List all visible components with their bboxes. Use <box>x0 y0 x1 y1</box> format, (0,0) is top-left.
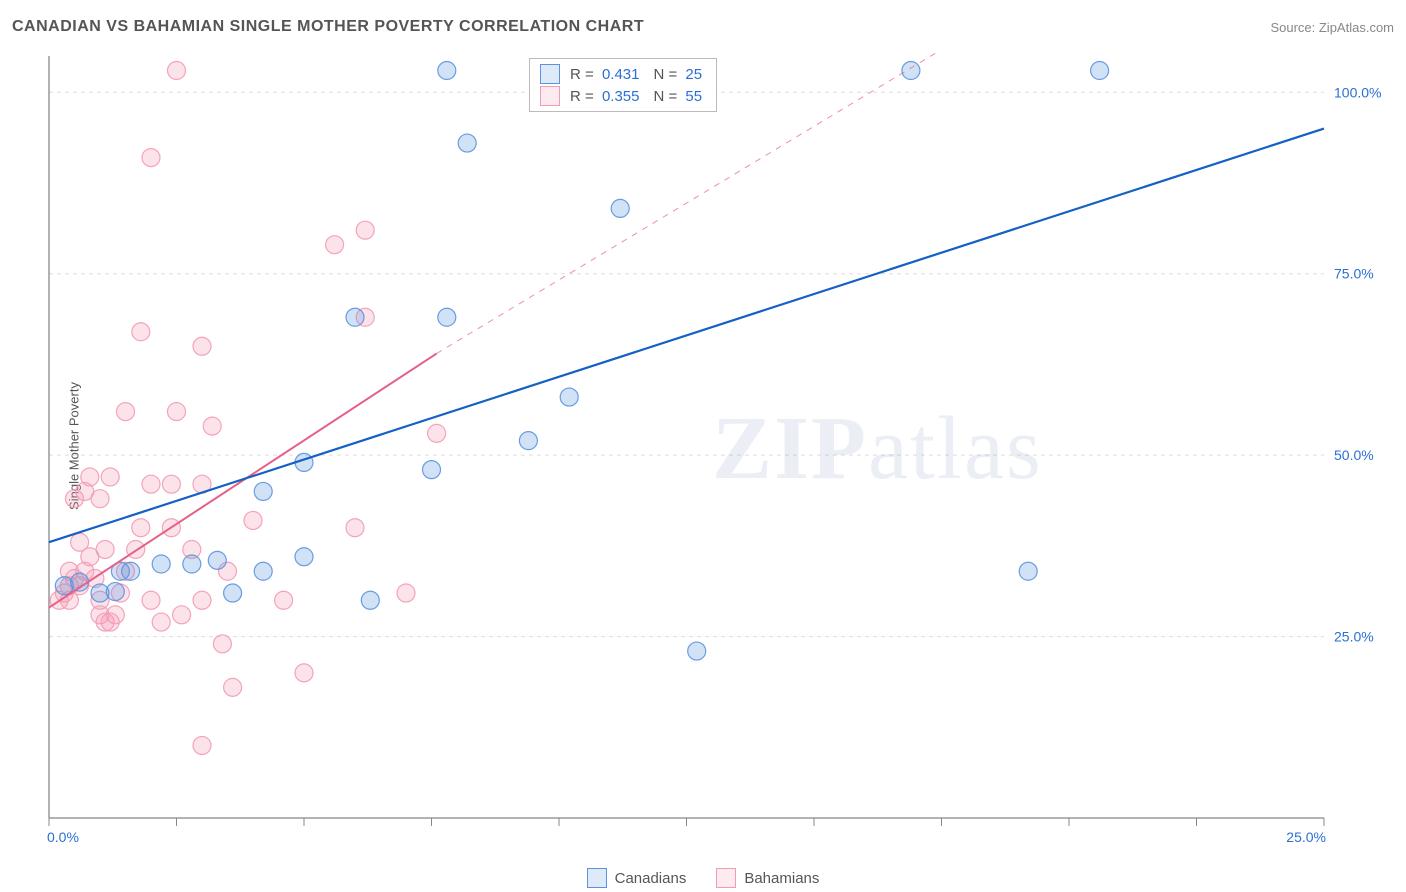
svg-text:0.0%: 0.0% <box>47 829 79 844</box>
plot-area: 25.0%50.0%75.0%100.0%0.0%25.0% ZIPatlas … <box>45 52 1394 844</box>
legend-swatch <box>587 868 607 888</box>
chart-title: CANADIAN VS BAHAMIAN SINGLE MOTHER POVER… <box>12 18 644 36</box>
legend-n: N = 25 <box>653 66 706 83</box>
series-legend-item: Canadians <box>587 868 687 888</box>
series-legend-label: Canadians <box>615 870 687 887</box>
svg-text:100.0%: 100.0% <box>1334 84 1381 100</box>
svg-text:25.0%: 25.0% <box>1334 629 1374 645</box>
svg-text:75.0%: 75.0% <box>1334 266 1374 282</box>
legend-r: R = 0.355 <box>570 88 643 105</box>
series-legend-item: Bahamians <box>716 868 819 888</box>
legend-row: R = 0.355 N = 55 <box>540 85 706 107</box>
legend-swatch <box>540 86 560 106</box>
legend-n: N = 55 <box>653 88 706 105</box>
svg-text:50.0%: 50.0% <box>1334 447 1374 463</box>
correlation-legend: R = 0.431 N = 25 R = 0.355 N = 55 <box>529 58 717 112</box>
source-label: Source: ZipAtlas.com <box>1270 20 1394 35</box>
scatter-svg: 25.0% 50.0% 75.0% 100.0% 0.0% 25.0% <box>45 52 1394 844</box>
legend-swatch <box>716 868 736 888</box>
series-legend-label: Bahamians <box>744 870 819 887</box>
legend-r: R = 0.431 <box>570 66 643 83</box>
legend-row: R = 0.431 N = 25 <box>540 63 706 85</box>
svg-text:25.0%: 25.0% <box>1286 829 1326 844</box>
legend-swatch <box>540 64 560 84</box>
series-legend: Canadians Bahamians <box>0 868 1406 888</box>
